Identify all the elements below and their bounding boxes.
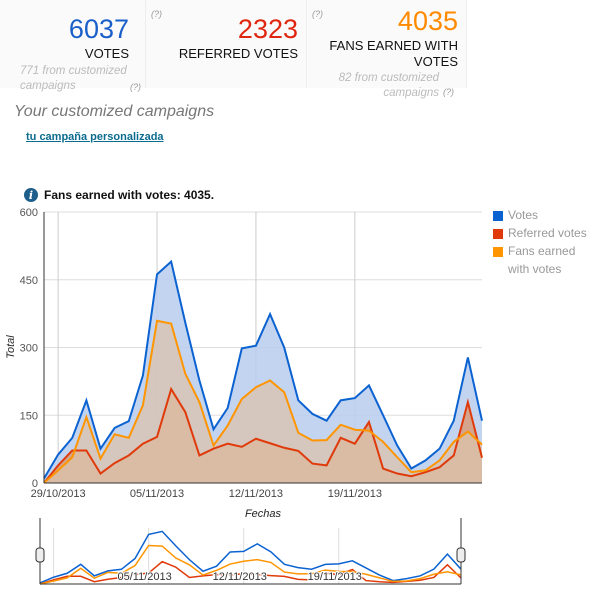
x-tick-label: 05/11/2013 — [130, 488, 184, 500]
y-tick-label: 600 — [20, 207, 38, 219]
legend-swatch — [493, 211, 503, 221]
x-tick-label: 29/10/2013 — [31, 488, 86, 500]
info-text: Fans earned with votes: 4035. — [44, 188, 215, 202]
navigator-series-line — [39, 560, 462, 585]
navigator-series-line — [39, 544, 462, 585]
votes-sub: 771 from customized campaigns — [20, 65, 127, 92]
navigator-tick-label: 05/11/2013 — [118, 571, 172, 583]
x-tick-label: 19/11/2013 — [328, 488, 382, 500]
chart-info: i Fans earned with votes: 4035. — [24, 188, 214, 202]
y-tick-label: 300 — [20, 343, 38, 355]
navigator-series-line — [39, 530, 462, 584]
legend-swatch — [493, 247, 503, 257]
info-icon: i — [24, 188, 38, 202]
series-line — [43, 386, 483, 484]
legend-label-fans: Fans earned — [508, 244, 575, 258]
legend-label-referred: Referred votes — [508, 226, 587, 240]
campaign-link[interactable]: tu campaña personalizada — [26, 131, 164, 143]
range-handle-icon[interactable] — [456, 547, 466, 563]
series-area — [44, 261, 482, 483]
y-tick-label: 450 — [20, 275, 38, 287]
votes-label: VOTES — [84, 46, 129, 61]
y-tick-label: 0 — [32, 478, 38, 490]
series-area — [44, 389, 482, 483]
votes-count: 6037 — [68, 14, 129, 44]
navigator-tick-label: 12/11/2013 — [213, 571, 267, 583]
range-handle-icon[interactable] — [35, 547, 45, 563]
legend-label-votes: Votes — [508, 208, 538, 222]
series-line — [43, 259, 483, 479]
fans-sub: 82 from customized campaigns — [338, 72, 439, 99]
legend-swatch — [493, 229, 503, 239]
x-tick-label: 12/11/2013 — [229, 488, 283, 500]
referred-count: 2323 — [237, 14, 298, 44]
stat-fans: (?) 4035 FANS EARNED WITH VOTES 82 from … — [307, 0, 467, 99]
navigator-tick-label: 19/11/2013 — [308, 571, 362, 583]
y-axis-title: Total — [5, 335, 17, 359]
votes-help[interactable]: (?) — [130, 82, 141, 92]
stat-votes: 6037 VOTES 771 from customized campaigns… — [0, 0, 146, 92]
y-tick-label: 150 — [20, 410, 38, 422]
stat-referred: (?) 2323 REFERRED VOTES — [146, 0, 307, 88]
referred-label: REFERRED VOTES — [178, 46, 298, 61]
fans-label: FANS EARNED WITH VOTES — [329, 38, 458, 69]
series-line — [43, 319, 483, 484]
fans-help-2[interactable]: (?) — [443, 87, 454, 97]
x-axis-title: Fechas — [245, 508, 282, 520]
section-title: Your customized campaigns — [14, 103, 215, 120]
fans-help[interactable]: (?) — [312, 9, 323, 19]
series-area — [44, 320, 482, 483]
referred-help[interactable]: (?) — [151, 9, 162, 19]
legend-label-fans-cont: with votes — [507, 262, 561, 276]
fans-count: 4035 — [397, 6, 458, 36]
